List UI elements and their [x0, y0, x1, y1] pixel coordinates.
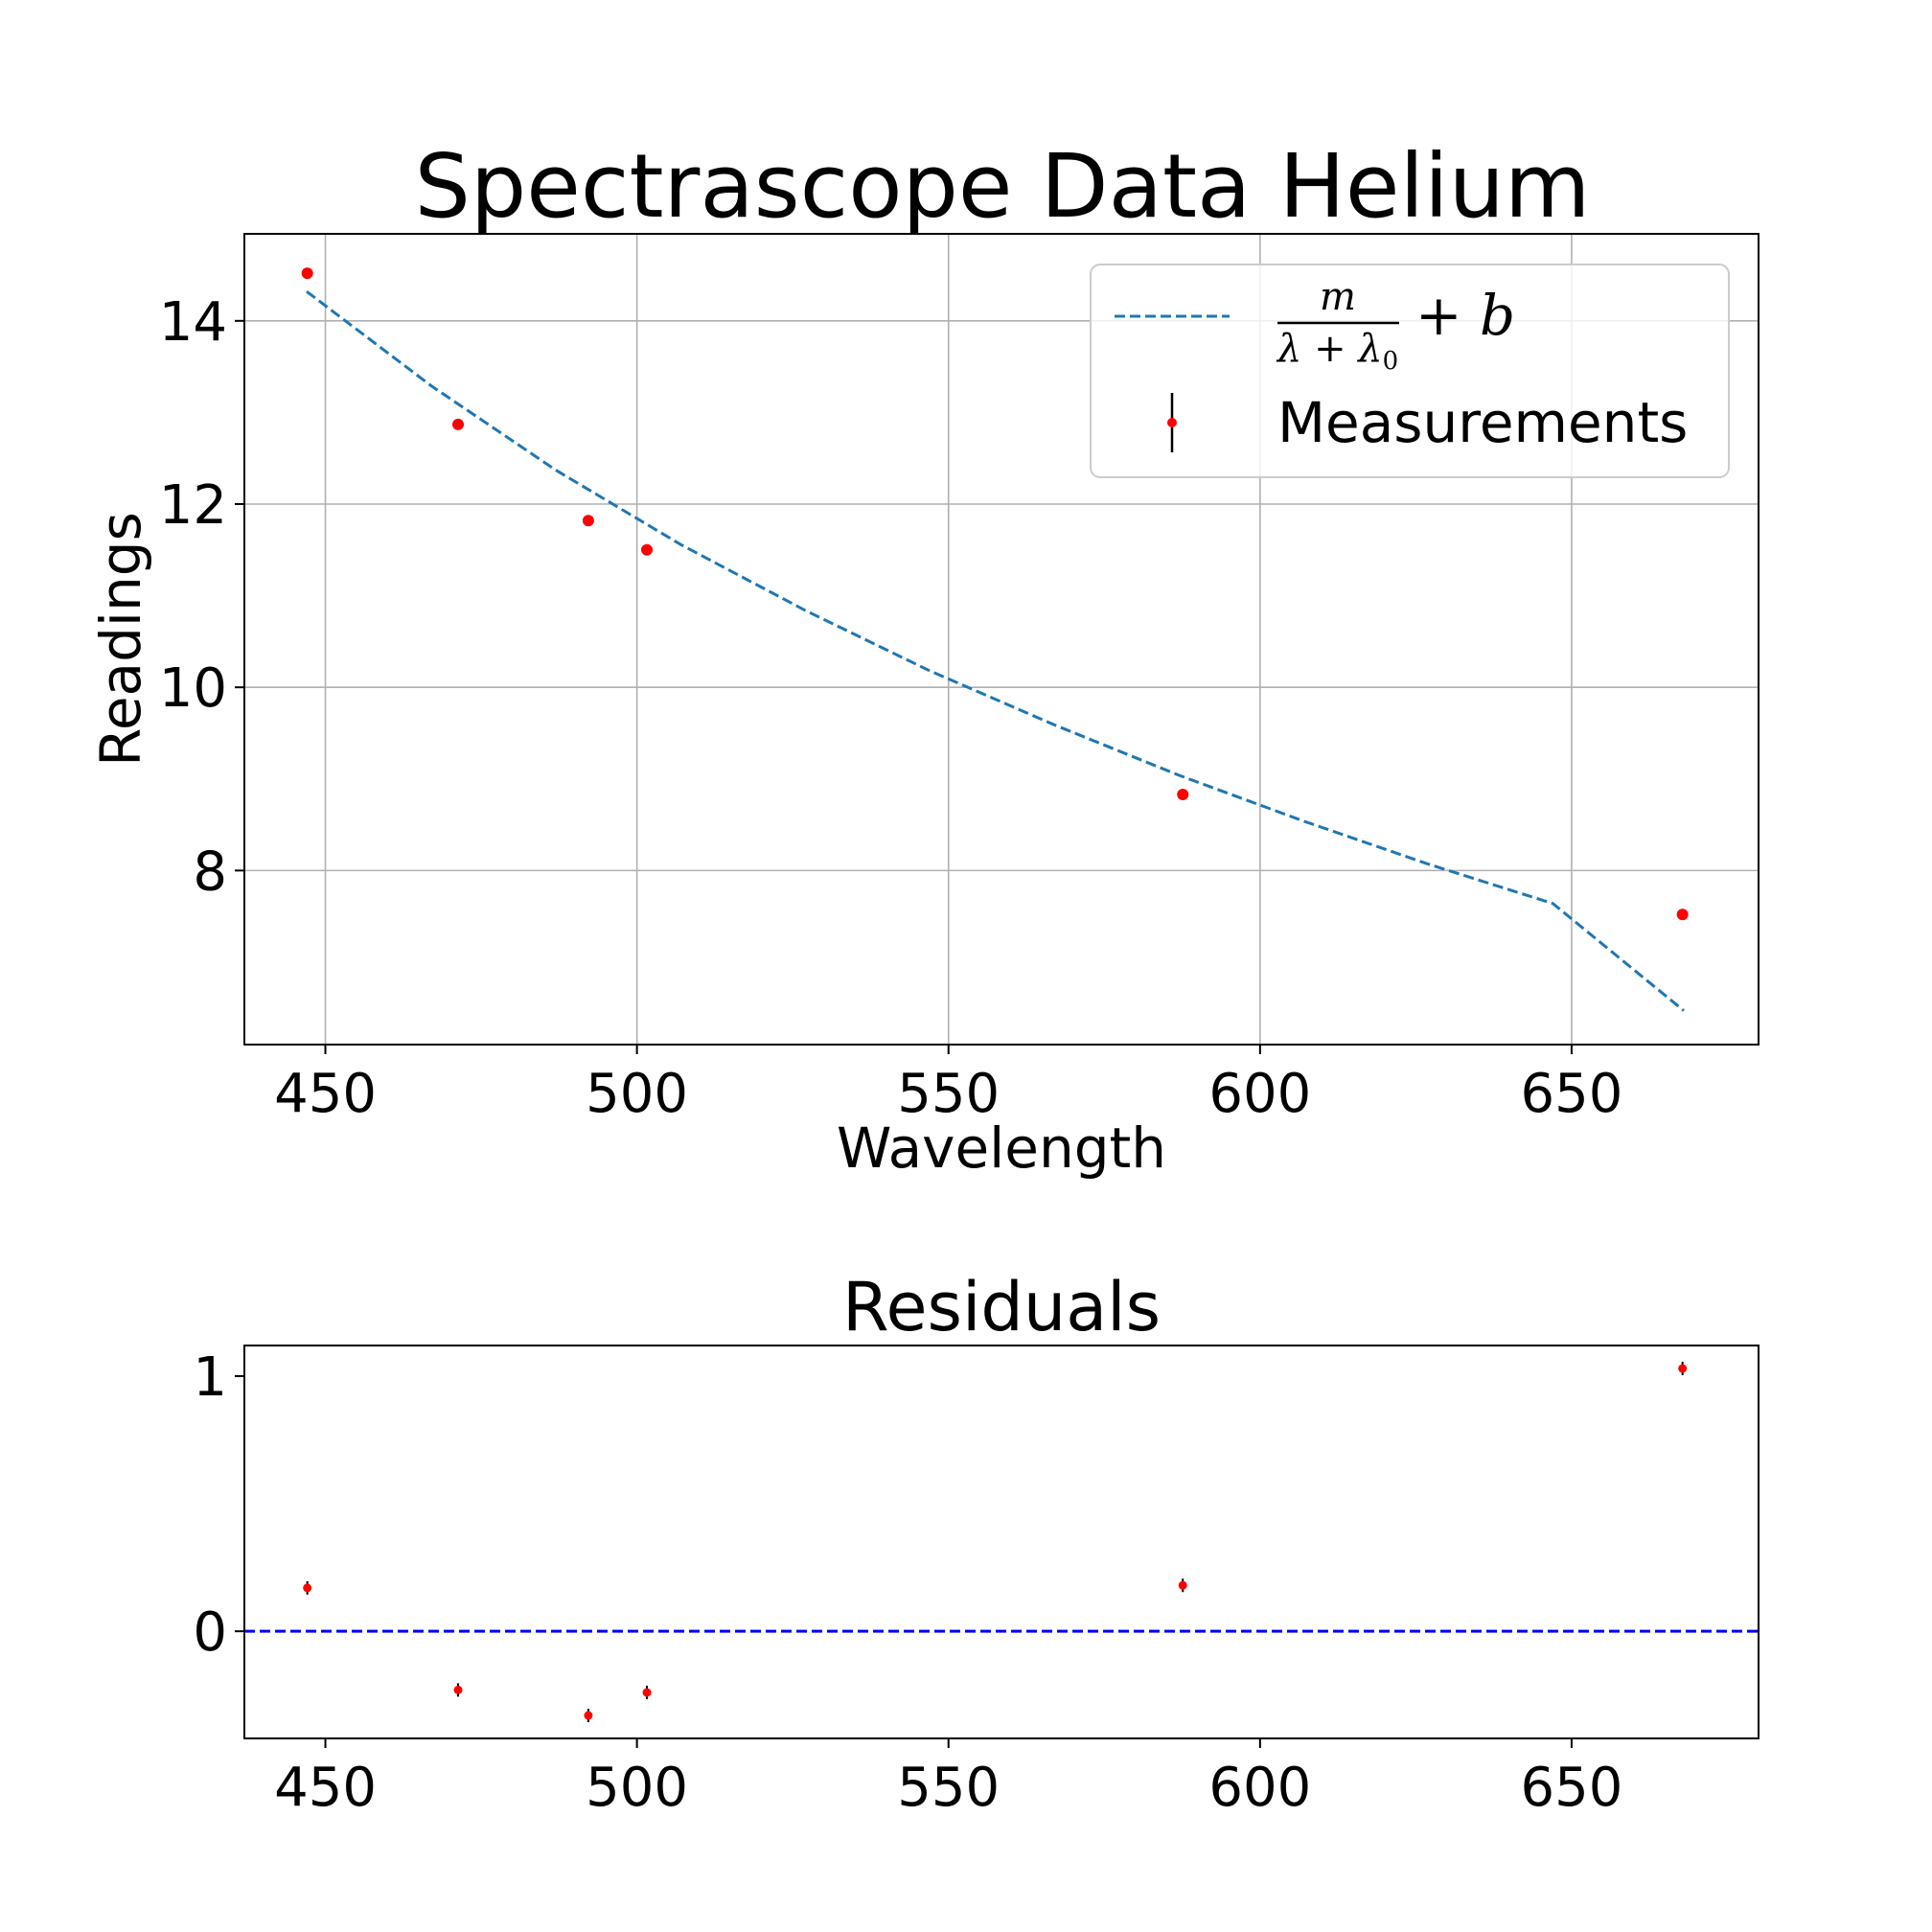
main-chart-legend: m λ + λ0 + b Measurements: [1090, 264, 1730, 478]
main-ytick-label: 8: [193, 840, 227, 903]
main-xtick-label: 550: [897, 1063, 1000, 1125]
residual-point: [642, 1688, 652, 1697]
main-chart-ticks: 450 500 550 600 650 8 10 12 14: [159, 291, 1623, 1125]
fit-line-layer: [306, 290, 1685, 1012]
main-xtick-label: 650: [1520, 1063, 1622, 1125]
legend-fit-numerator: m: [1320, 275, 1356, 319]
main-chart-ylabel: Readings: [88, 512, 153, 767]
legend-fit-denominator: λ + λ0: [1276, 327, 1398, 376]
residuals-xtick-label: 450: [274, 1757, 377, 1819]
main-chart-frame: [243, 233, 1760, 1046]
legend-points-marker-swatch: [1167, 418, 1177, 427]
main-ytick-label: 10: [159, 657, 227, 720]
residual-point: [1678, 1364, 1688, 1373]
residuals-xtick-label: 550: [897, 1757, 1000, 1819]
residual-points-layer: [303, 1361, 1688, 1723]
fit-line: [306, 290, 1685, 1012]
measurement-point: [641, 543, 654, 556]
measurement-point: [301, 267, 313, 280]
residuals-chart-title: Residuals: [842, 1268, 1161, 1346]
main-ytick-label: 12: [159, 474, 227, 537]
measurement-point: [452, 418, 465, 430]
measurement-point: [1177, 789, 1189, 801]
residual-point: [1178, 1580, 1187, 1590]
residuals-chart-frame: [243, 1345, 1760, 1739]
residuals-chart-ticks: 450 500 550 600 650 0 1: [193, 1346, 1622, 1819]
residuals-xtick-label: 650: [1520, 1757, 1622, 1819]
legend-box: [1090, 264, 1730, 478]
residuals-ytick-label: 1: [193, 1346, 227, 1409]
main-xtick-label: 600: [1208, 1063, 1311, 1125]
residual-point: [453, 1685, 463, 1694]
residual-point: [584, 1711, 593, 1720]
main-chart-title: Spectrascope Data Helium: [414, 135, 1590, 238]
residuals-ytick-label: 0: [193, 1601, 227, 1664]
legend-points-label: Measurements: [1277, 390, 1688, 455]
measurement-points-layer: [301, 267, 1689, 921]
main-xtick-label: 500: [586, 1063, 688, 1125]
legend-fit-suffix: + b: [1415, 283, 1515, 348]
main-xtick-label: 450: [274, 1063, 377, 1125]
residuals-xtick-label: 600: [1208, 1757, 1311, 1819]
residuals-xtick-label: 500: [586, 1757, 688, 1819]
main-ytick-label: 14: [159, 291, 227, 354]
residual-point: [303, 1583, 312, 1593]
main-chart-xlabel: Wavelength: [837, 1116, 1166, 1181]
measurement-point: [582, 515, 594, 527]
measurement-point: [1676, 908, 1689, 921]
